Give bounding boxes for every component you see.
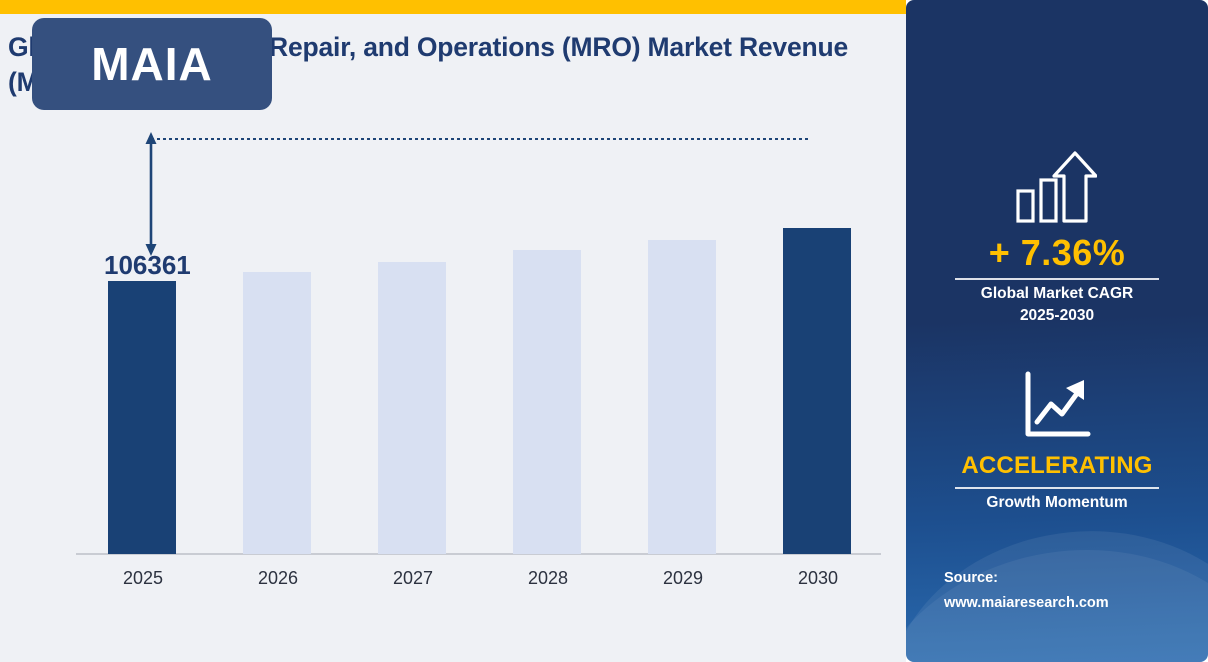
annotation-double-arrow [145,132,157,256]
momentum-divider [955,487,1159,489]
annotation-dotted-leader [151,138,809,140]
x-tick-label-2029: 2029 [662,568,704,588]
cagr-value: + 7.36% [988,232,1126,273]
bar-2028 [513,250,581,554]
bar-2030 [783,228,851,554]
source-label: Source: [944,570,998,586]
brand-logo-text: MAIA [91,38,213,90]
value-label-2025: 106361 [104,250,191,280]
growth-bars-arrow-icon [1016,151,1097,223]
cagr-caption-line2: 2025-2030 [1019,307,1095,324]
bar-2029 [648,240,716,554]
x-tick-label-2026: 2026 [257,568,299,588]
source-block: Source: www.maiaresearch.com [944,566,1194,617]
cagr-caption-line1: Global Market CAGR [980,285,1134,302]
bar-2025 [108,281,176,554]
brand-logo: MAIA [32,18,272,110]
x-tick-label-2028: 2028 [527,568,569,588]
cagr-divider [955,278,1159,280]
x-tick-label-2027: 2027 [392,568,434,588]
source-url: www.maiaresearch.com [944,595,1109,612]
x-axis-line [76,553,881,555]
momentum-caption: Growth Momentum [986,494,1128,511]
trend-chart-icon [1025,371,1091,437]
brand-sidebar [906,0,1208,662]
top-accent-bar [0,0,906,14]
x-tick-label-2025: 2025 [122,568,164,588]
bar-2027 [378,262,446,554]
momentum-value: ACCELERATING [961,452,1153,479]
x-tick-label-2030: 2030 [797,568,839,588]
bar-2026 [243,272,311,554]
bar-plot-area [76,138,881,554]
